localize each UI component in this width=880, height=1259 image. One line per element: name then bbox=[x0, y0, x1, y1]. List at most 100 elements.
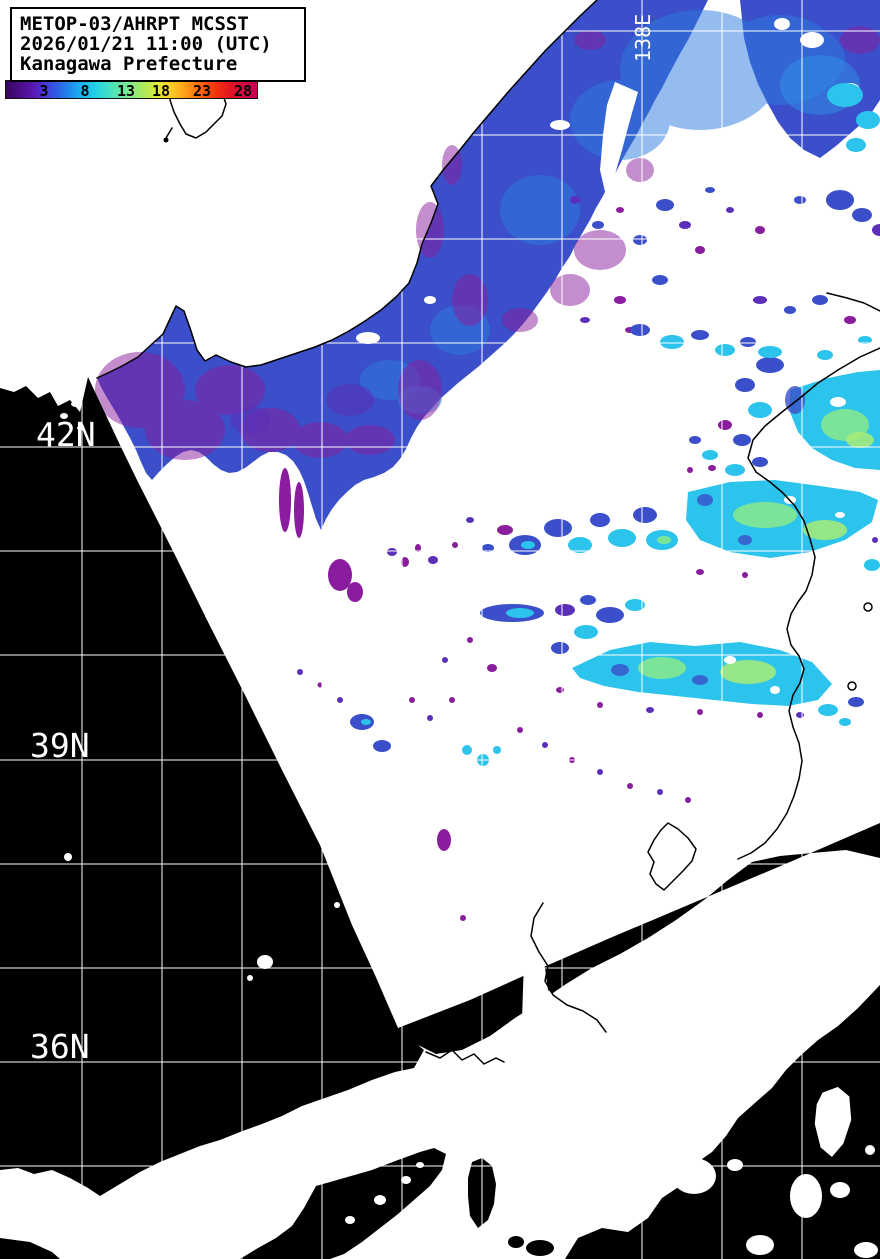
sst-blob bbox=[854, 1242, 878, 1258]
sst-blob bbox=[580, 595, 596, 605]
sst-blob bbox=[347, 582, 363, 602]
longitude-label-138E: 138E bbox=[631, 14, 655, 62]
sst-blob bbox=[638, 657, 686, 679]
sst-data-layer bbox=[95, 0, 880, 921]
graticule-labels: 42N 39N 36N 138E bbox=[30, 14, 655, 1066]
sst-blob bbox=[502, 308, 538, 332]
sst-blob bbox=[848, 697, 864, 707]
sst-blob bbox=[542, 742, 548, 748]
sst-blob bbox=[580, 317, 590, 323]
sst-blob bbox=[827, 83, 863, 107]
sst-blob bbox=[856, 111, 880, 129]
coastlines bbox=[96, 0, 880, 1159]
coast-noto bbox=[530, 902, 607, 1033]
sst-blob bbox=[627, 783, 633, 789]
sst-blob bbox=[689, 436, 701, 444]
title-box: METOP-03/AHRPT MCSST 2026/01/21 11:00 (U… bbox=[10, 7, 306, 82]
sst-blob bbox=[521, 541, 535, 549]
coast-wakasa bbox=[425, 1049, 505, 1065]
sst-blob bbox=[746, 1235, 774, 1255]
sst-blob bbox=[864, 559, 880, 571]
sst-blob bbox=[460, 915, 466, 921]
sst-blob bbox=[597, 702, 603, 708]
sst-blob bbox=[697, 494, 713, 506]
sst-blob bbox=[715, 344, 735, 356]
sst-blob bbox=[846, 432, 874, 448]
sst-blob bbox=[803, 520, 847, 540]
sst-blob bbox=[401, 557, 409, 567]
sst-blob bbox=[574, 625, 598, 639]
sst-blob bbox=[416, 1162, 424, 1168]
sst-blob bbox=[401, 1176, 411, 1184]
sst-blob bbox=[790, 1174, 822, 1218]
izu-peninsula bbox=[813, 1085, 853, 1159]
sst-blob bbox=[697, 709, 703, 715]
sst-blob bbox=[257, 955, 273, 969]
sst-blob bbox=[830, 397, 846, 407]
sst-blob bbox=[753, 296, 767, 304]
sst-blob bbox=[570, 196, 580, 204]
nodata-west bbox=[0, 377, 424, 1196]
sst-blob bbox=[279, 468, 291, 532]
sst-blob bbox=[60, 413, 68, 419]
sst-blob bbox=[497, 525, 513, 535]
sst-blob bbox=[633, 235, 647, 245]
sst-blob bbox=[626, 158, 654, 182]
sst-blob bbox=[572, 642, 832, 706]
sst-blob bbox=[64, 853, 72, 861]
sst-blob bbox=[852, 208, 872, 222]
sst-blob bbox=[556, 687, 564, 693]
sst-blob bbox=[835, 512, 845, 518]
sst-blob bbox=[735, 378, 755, 392]
sst-blob bbox=[328, 559, 352, 591]
latitude-label-36N: 36N bbox=[30, 1027, 90, 1066]
nodata-seto bbox=[240, 1148, 446, 1259]
sst-blob bbox=[550, 274, 590, 306]
sst-blob bbox=[630, 324, 650, 336]
sst-blob bbox=[844, 316, 856, 324]
sst-blob bbox=[846, 138, 866, 152]
sst-blob bbox=[482, 544, 494, 552]
title-line-datetime: 2026/01/21 11:00 (UTC) bbox=[20, 33, 272, 55]
sst-blob bbox=[784, 306, 796, 314]
sst-blob bbox=[872, 224, 880, 236]
sst-blob bbox=[596, 607, 624, 623]
sst-blob bbox=[487, 664, 497, 672]
sst-blob bbox=[574, 30, 606, 50]
sst-blob bbox=[614, 296, 626, 304]
sst-blob bbox=[398, 360, 442, 420]
sst-blob bbox=[427, 715, 433, 721]
sst-blob bbox=[608, 529, 636, 547]
colorbar-tick-23: 23 bbox=[192, 82, 212, 100]
sst-blob bbox=[672, 1158, 716, 1194]
sst-blob bbox=[724, 656, 736, 664]
sst-blob bbox=[687, 467, 693, 473]
sst-blob bbox=[297, 669, 303, 675]
sst-blob bbox=[374, 1195, 386, 1205]
sst-blob bbox=[334, 902, 340, 908]
sst-blob bbox=[574, 230, 626, 270]
sst-blob bbox=[467, 637, 473, 643]
colorbar-tick-8: 8 bbox=[80, 82, 90, 100]
sst-blob bbox=[660, 335, 684, 349]
sst-blob bbox=[337, 697, 343, 703]
sst-blob bbox=[748, 402, 772, 418]
sst-blob bbox=[705, 187, 715, 193]
sst-blob bbox=[858, 336, 872, 344]
sst-blob bbox=[373, 740, 391, 752]
coast-tohoku bbox=[737, 471, 816, 860]
sst-blob bbox=[695, 246, 705, 254]
sst-blob bbox=[738, 535, 752, 545]
sst-blob bbox=[361, 719, 371, 725]
sst-blob bbox=[145, 400, 225, 460]
sst-blob bbox=[646, 707, 654, 713]
sst-palegreen-cores bbox=[720, 432, 874, 684]
island-tobishima bbox=[863, 602, 873, 612]
sst-blob bbox=[452, 542, 458, 548]
sst-blob bbox=[755, 226, 765, 234]
sst-blob bbox=[756, 357, 784, 373]
sst-speck-field bbox=[297, 196, 880, 795]
sst-blue-accents bbox=[611, 386, 805, 685]
sst-blob bbox=[230, 406, 270, 434]
sst-blob bbox=[500, 175, 580, 245]
